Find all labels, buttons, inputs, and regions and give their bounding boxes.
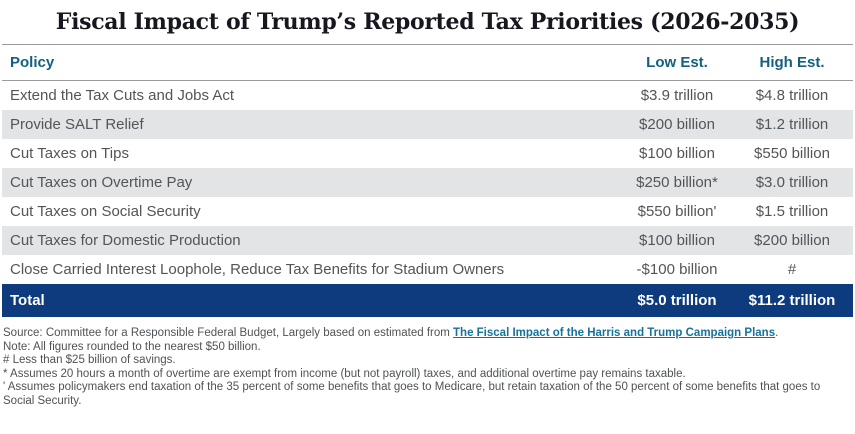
footnotes: Source: Committee for a Responsible Fede…: [2, 327, 853, 408]
note-rounding: Note: All figures rounded to the nearest…: [3, 340, 261, 353]
low-est-cell: $100 billion: [639, 232, 715, 249]
column-header-policy: Policy: [2, 44, 623, 81]
high-est-cell: $550 billion: [754, 145, 830, 162]
policy-cell: Cut Taxes on Overtime Pay: [10, 174, 193, 191]
table-header-row: Policy Low Est. High Est.: [2, 44, 853, 81]
fiscal-impact-page: Fiscal Impact of Trump’s Reported Tax Pr…: [0, 9, 855, 408]
high-est-cell: $1.5 trillion: [755, 203, 829, 220]
note-prime: ' Assumes policymakers end taxation of t…: [3, 381, 821, 407]
source-period: .: [775, 327, 779, 339]
policy-cell: Cut Taxes for Domestic Production: [10, 232, 241, 249]
policy-cell: Cut Taxes on Tips: [10, 145, 129, 162]
source-text: Source: Committee for a Responsible Fede…: [3, 327, 454, 339]
total-label: Total: [10, 292, 45, 309]
total-high-est: $11.2 trillion: [748, 292, 836, 309]
low-est-cell: $100 billion: [639, 145, 715, 162]
table-row-salt-relief: Provide SALT Relief $200 billion $1.2 tr…: [2, 110, 853, 139]
table-row-overtime: Cut Taxes on Overtime Pay $250 billion* …: [2, 168, 853, 197]
column-header-high-est: High Est.: [731, 44, 853, 81]
policy-cell: Provide SALT Relief: [10, 116, 144, 133]
low-est-cell: $550 billion': [637, 203, 717, 220]
high-est-cell: $3.0 trillion: [755, 174, 829, 191]
high-est-cell: $4.8 trillion: [755, 87, 829, 104]
table-row-social-security: Cut Taxes on Social Security $550 billio…: [2, 197, 853, 226]
table-row-extend-tcja: Extend the Tax Cuts and Jobs Act $3.9 tr…: [2, 80, 853, 110]
low-est-cell: $200 billion: [639, 116, 715, 133]
policy-cell: Extend the Tax Cuts and Jobs Act: [10, 87, 235, 104]
high-est-cell: $200 billion: [754, 232, 830, 249]
fiscal-impact-table: Policy Low Est. High Est. Extend the Tax…: [2, 44, 853, 317]
page-title: Fiscal Impact of Trump’s Reported Tax Pr…: [55, 9, 800, 35]
source-line: Source: Committee for a Responsible Fede…: [3, 327, 852, 341]
low-est-cell: -$100 billion: [636, 261, 718, 278]
note-hash: # Less than $25 billion of savings.: [3, 354, 176, 366]
source-link[interactable]: The Fiscal Impact of the Harris and Trum…: [453, 327, 776, 339]
policy-cell: Close Carried Interest Loophole, Reduce …: [10, 261, 505, 278]
table-row-domestic-production: Cut Taxes for Domestic Production $100 b…: [2, 226, 853, 255]
high-est-cell: #: [787, 261, 797, 278]
note-asterisk: * Assumes 20 hours a month of overtime a…: [3, 367, 686, 380]
policy-cell: Cut Taxes on Social Security: [10, 203, 201, 220]
high-est-cell: $1.2 trillion: [755, 116, 829, 133]
column-header-low-est: Low Est.: [623, 44, 731, 81]
table-row-tips: Cut Taxes on Tips $100 billion $550 bill…: [2, 139, 853, 168]
total-row: Total $5.0 trillion $11.2 trillion: [2, 284, 853, 317]
total-low-est: $5.0 trillion: [637, 292, 717, 309]
low-est-cell: $3.9 trillion: [640, 87, 714, 104]
low-est-cell: $250 billion*: [636, 174, 718, 191]
table-row-carried-interest: Close Carried Interest Loophole, Reduce …: [2, 255, 853, 284]
